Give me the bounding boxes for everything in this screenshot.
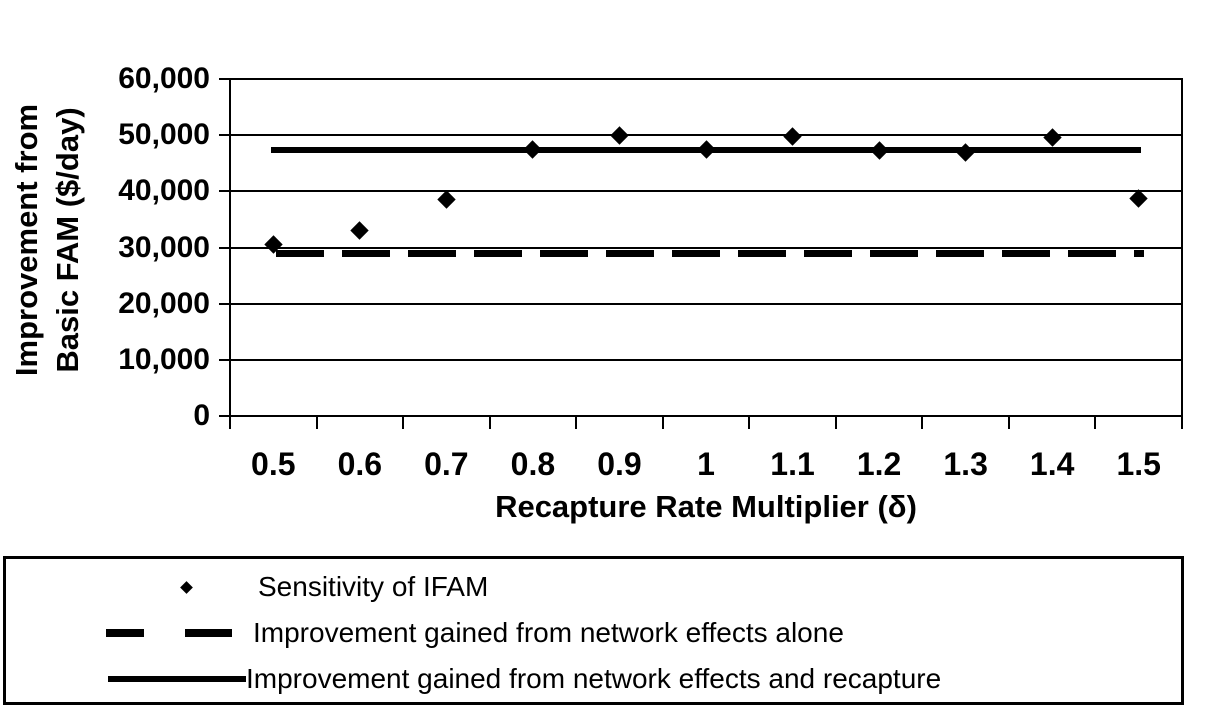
y-tick-mark	[219, 190, 230, 193]
legend-item-network-effects-and-recapture: Improvement gained from network effects …	[6, 656, 1181, 702]
data-point-diamond	[783, 127, 802, 146]
y-tick-mark	[219, 358, 230, 361]
x-tick-label: 1.1	[770, 446, 815, 482]
data-point-diamond	[523, 140, 543, 159]
y-tick-mark	[219, 78, 230, 80]
y-tick-label: 20,000	[118, 286, 210, 320]
x-tick-mark	[834, 416, 837, 429]
x-tick-mark	[748, 416, 751, 429]
legend-label-network-effects-recapture: Improvement gained from network effects …	[246, 663, 942, 694]
gridline-y-0	[230, 415, 1182, 417]
gridline-y-20000	[230, 302, 1182, 305]
y-tick-label: 10,000	[118, 342, 210, 376]
x-tick-mark	[1094, 416, 1097, 429]
gridline-y-40000	[230, 190, 1182, 193]
data-point-diamond	[696, 140, 716, 159]
x-tick-label: 1.3	[943, 446, 988, 482]
plot-right-border	[1181, 78, 1183, 417]
y-tick-label: 60,000	[118, 62, 210, 95]
gridline-y-60000	[230, 78, 1182, 80]
legend-label-network-effects-alone: Improvement gained from network effects …	[253, 617, 844, 648]
x-tick-mark	[661, 416, 664, 429]
x-tick-mark	[1007, 416, 1010, 429]
x-tick-label: 0.6	[337, 446, 383, 482]
y-tick-mark	[219, 134, 230, 137]
x-tick-mark	[921, 416, 924, 429]
legend: Sensitivity of IFAM Improvement gained f…	[3, 556, 1184, 705]
data-point-diamond	[610, 125, 629, 145]
gridline-y-10000	[230, 358, 1182, 361]
legend-item-network-effects-alone: Improvement gained from network effects …	[6, 610, 1181, 656]
legend-item-sensitivity-of-ifam: Sensitivity of IFAM	[6, 564, 1181, 610]
dashed-line-icon	[106, 629, 144, 637]
x-tick-mark	[315, 416, 318, 429]
dashed-line-icon	[185, 629, 232, 637]
x-tick-label: 0.7	[424, 446, 469, 482]
data-point-diamond	[956, 142, 975, 162]
x-tick-mark	[402, 416, 405, 429]
x-tick-label: 0.9	[597, 446, 642, 482]
x-tick-label: 1.2	[856, 446, 902, 482]
x-tick-label: 0.8	[510, 446, 556, 482]
y-tick-label: 0	[193, 399, 210, 432]
x-tick-mark	[488, 416, 491, 429]
gridline-y-30000	[230, 246, 1182, 249]
x-tick-label: 1	[697, 446, 715, 482]
y-tick-label: 50,000	[118, 118, 210, 152]
x-tick-label: 1.5	[1116, 446, 1161, 482]
y-tick-label: 40,000	[118, 174, 210, 208]
legend-label-sensitivity: Sensitivity of IFAM	[258, 571, 489, 602]
data-point-diamond	[1042, 128, 1062, 147]
data-point-diamond	[869, 141, 889, 160]
data-point-diamond	[437, 190, 456, 209]
x-tick-mark	[229, 416, 231, 429]
y-tick-mark	[219, 302, 230, 305]
x-tick-label: 1.4	[1029, 446, 1075, 482]
x-axis-title: Recapture Rate Multiplier (δ)	[495, 489, 917, 524]
data-point-diamond	[350, 220, 370, 240]
x-tick-label: 0.5	[251, 446, 296, 482]
y-axis-line	[229, 78, 231, 419]
gridline-y-50000	[230, 134, 1182, 137]
y-tick-label: 30,000	[118, 230, 210, 264]
y-tick-mark	[219, 415, 230, 417]
x-tick-mark	[1181, 416, 1183, 429]
series-line-network-effects-alone	[276, 249, 1144, 257]
diamond-marker-icon	[180, 580, 193, 594]
x-tick-mark	[575, 416, 578, 429]
solid-line-icon	[108, 676, 246, 682]
y-tick-mark	[219, 246, 230, 249]
